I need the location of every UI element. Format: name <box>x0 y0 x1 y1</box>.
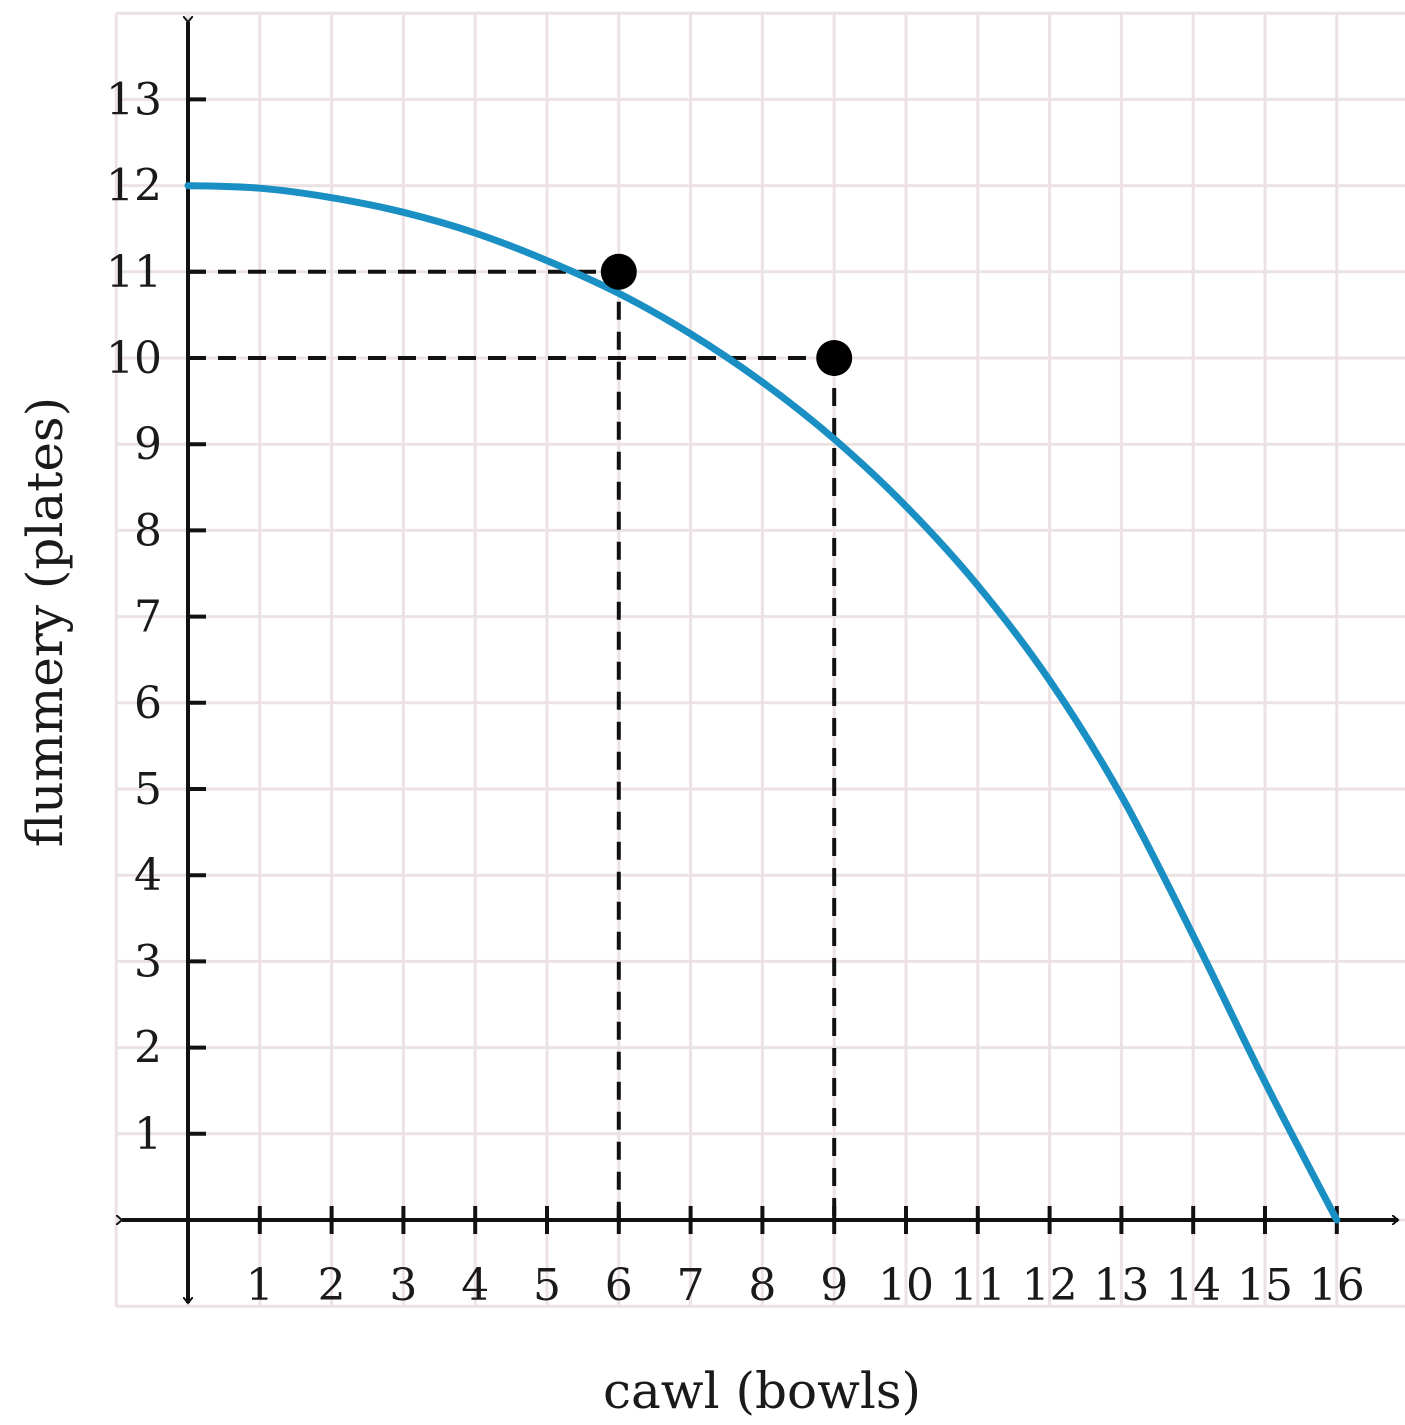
ppf-curve <box>184 182 1341 1224</box>
y-tick-label: 12 <box>106 161 162 212</box>
y-tick-label: 11 <box>106 247 162 298</box>
highlight-point <box>816 340 853 376</box>
x-axis-title: cawl (bowls) <box>603 1362 921 1420</box>
x-tick-label: 4 <box>461 1260 489 1311</box>
y-axis-title: flummery (plates) <box>16 397 74 847</box>
point-layer <box>600 253 853 376</box>
y-tick-label: 7 <box>134 592 162 643</box>
curve-layer <box>184 182 1341 1224</box>
highlight-point <box>600 253 637 290</box>
x-tick-label: 15 <box>1237 1260 1293 1311</box>
y-tick-label: 1 <box>134 1109 162 1160</box>
y-tick-label: 4 <box>134 850 162 901</box>
x-tick-label: 3 <box>389 1260 417 1311</box>
guide-layer <box>188 269 837 1220</box>
x-tick-label: 14 <box>1165 1260 1221 1311</box>
axis-layer <box>122 22 1398 1303</box>
x-tick-label: 5 <box>533 1260 561 1311</box>
y-tick-label: 10 <box>106 333 162 384</box>
y-tick-label: 5 <box>134 764 162 815</box>
y-tick-label: 2 <box>134 1023 162 1074</box>
x-tick-label: 13 <box>1093 1260 1149 1311</box>
x-tick-label: 10 <box>878 1260 934 1311</box>
grid-layer <box>114 11 1405 1308</box>
y-tick-label: 8 <box>134 505 162 556</box>
x-tick-label: 11 <box>950 1260 1006 1311</box>
x-tick-label: 2 <box>318 1260 346 1311</box>
x-tick-label: 12 <box>1022 1260 1078 1311</box>
y-tick-label: 6 <box>134 678 162 729</box>
y-tick-label: 3 <box>134 936 162 987</box>
y-tick-label: 9 <box>134 419 162 470</box>
x-tick-label: 16 <box>1309 1260 1365 1311</box>
y-tick-label: 13 <box>106 74 162 125</box>
x-tick-label: 1 <box>246 1260 274 1311</box>
x-tick-label: 8 <box>748 1260 776 1311</box>
x-tick-label: 6 <box>605 1260 633 1311</box>
x-tick-label: 9 <box>820 1260 848 1311</box>
x-tick-label: 7 <box>677 1260 705 1311</box>
